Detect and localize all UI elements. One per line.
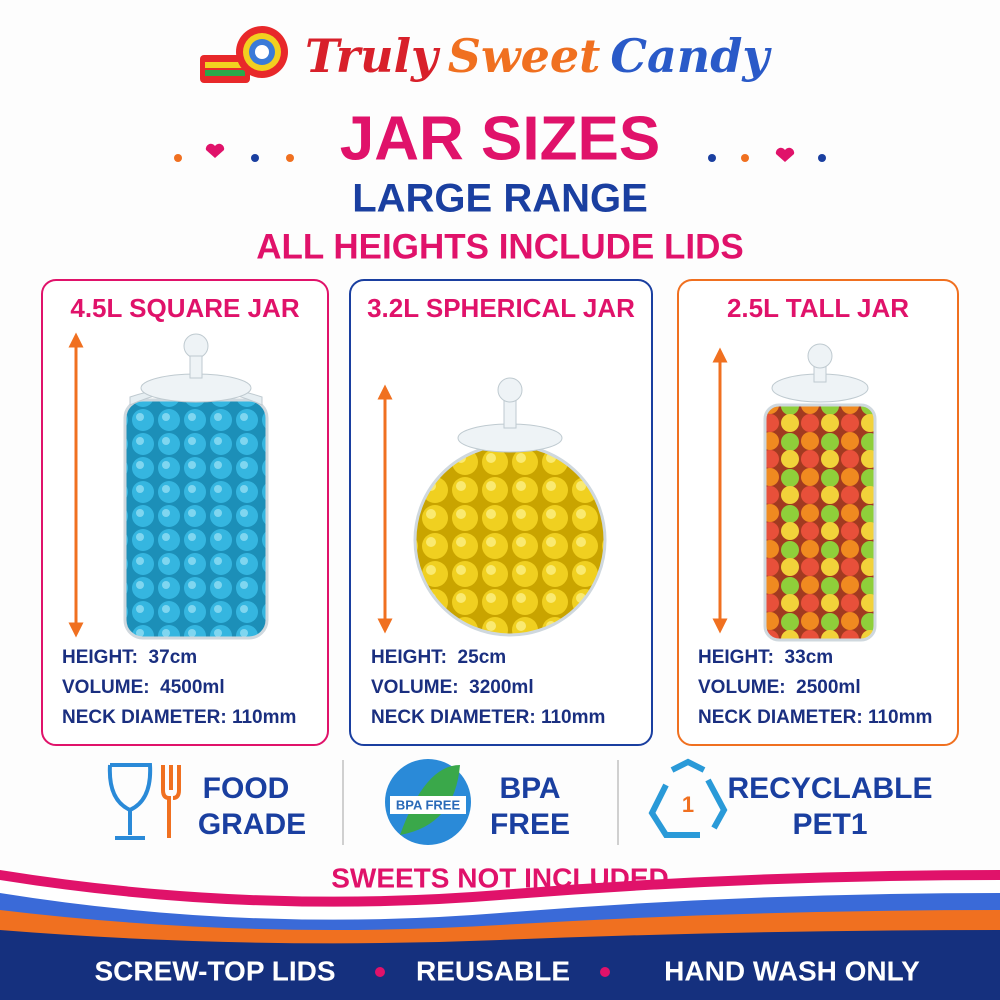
spec: NECK DIAMETER: 110mm — [698, 707, 932, 728]
title: JAR SIZES — [340, 104, 660, 173]
feature-text: BPA — [499, 772, 560, 805]
card-title: 4.5L SQUARE JAR — [70, 293, 299, 323]
spec: NECK DIAMETER: 110mm — [62, 707, 296, 728]
brand-part: Candy — [610, 29, 772, 83]
spec: VOLUME: 4500ml — [62, 677, 225, 698]
decoration — [174, 143, 826, 162]
note: ALL HEIGHTS INCLUDE LIDS — [256, 227, 743, 266]
brand-part: Sweet — [448, 29, 601, 83]
card-title: 2.5L TALL JAR — [727, 293, 909, 323]
footer-item: REUSABLE — [416, 955, 570, 986]
brand-part: Truly — [305, 29, 441, 83]
badge-text: BPA FREE — [396, 797, 461, 812]
feature-text: RECYCLABLE — [727, 772, 932, 805]
bpa-badge — [385, 759, 471, 845]
card-title: 3.2L SPHERICAL JAR — [367, 293, 635, 323]
spec: HEIGHT: 25cm — [371, 647, 506, 668]
feature-text: GRADE — [198, 808, 306, 841]
spec: HEIGHT: 37cm — [62, 647, 197, 668]
recycle-icon — [648, 758, 728, 838]
spec: VOLUME: 2500ml — [698, 677, 861, 698]
jar-image — [712, 343, 877, 642]
spec: VOLUME: 3200ml — [371, 677, 534, 698]
jar-image — [377, 377, 607, 637]
feature-text: FOOD — [203, 772, 290, 805]
recycle-number: 1 — [682, 792, 694, 817]
spec: HEIGHT: 33cm — [698, 647, 833, 668]
spec: NECK DIAMETER: 110mm — [371, 707, 605, 728]
subtitle: LARGE RANGE — [352, 177, 648, 221]
feature-text: FREE — [490, 808, 570, 841]
food-grade-icon — [107, 763, 181, 840]
feature-text: PET1 — [792, 808, 867, 841]
logo — [200, 26, 288, 83]
footer-item: SCREW-TOP LIDS — [94, 955, 335, 986]
jar-image — [68, 332, 269, 640]
footer-item: HAND WASH ONLY — [664, 955, 920, 986]
brand-name: Truly Sweet Candy — [305, 29, 772, 83]
footer-waves — [0, 870, 1000, 1000]
